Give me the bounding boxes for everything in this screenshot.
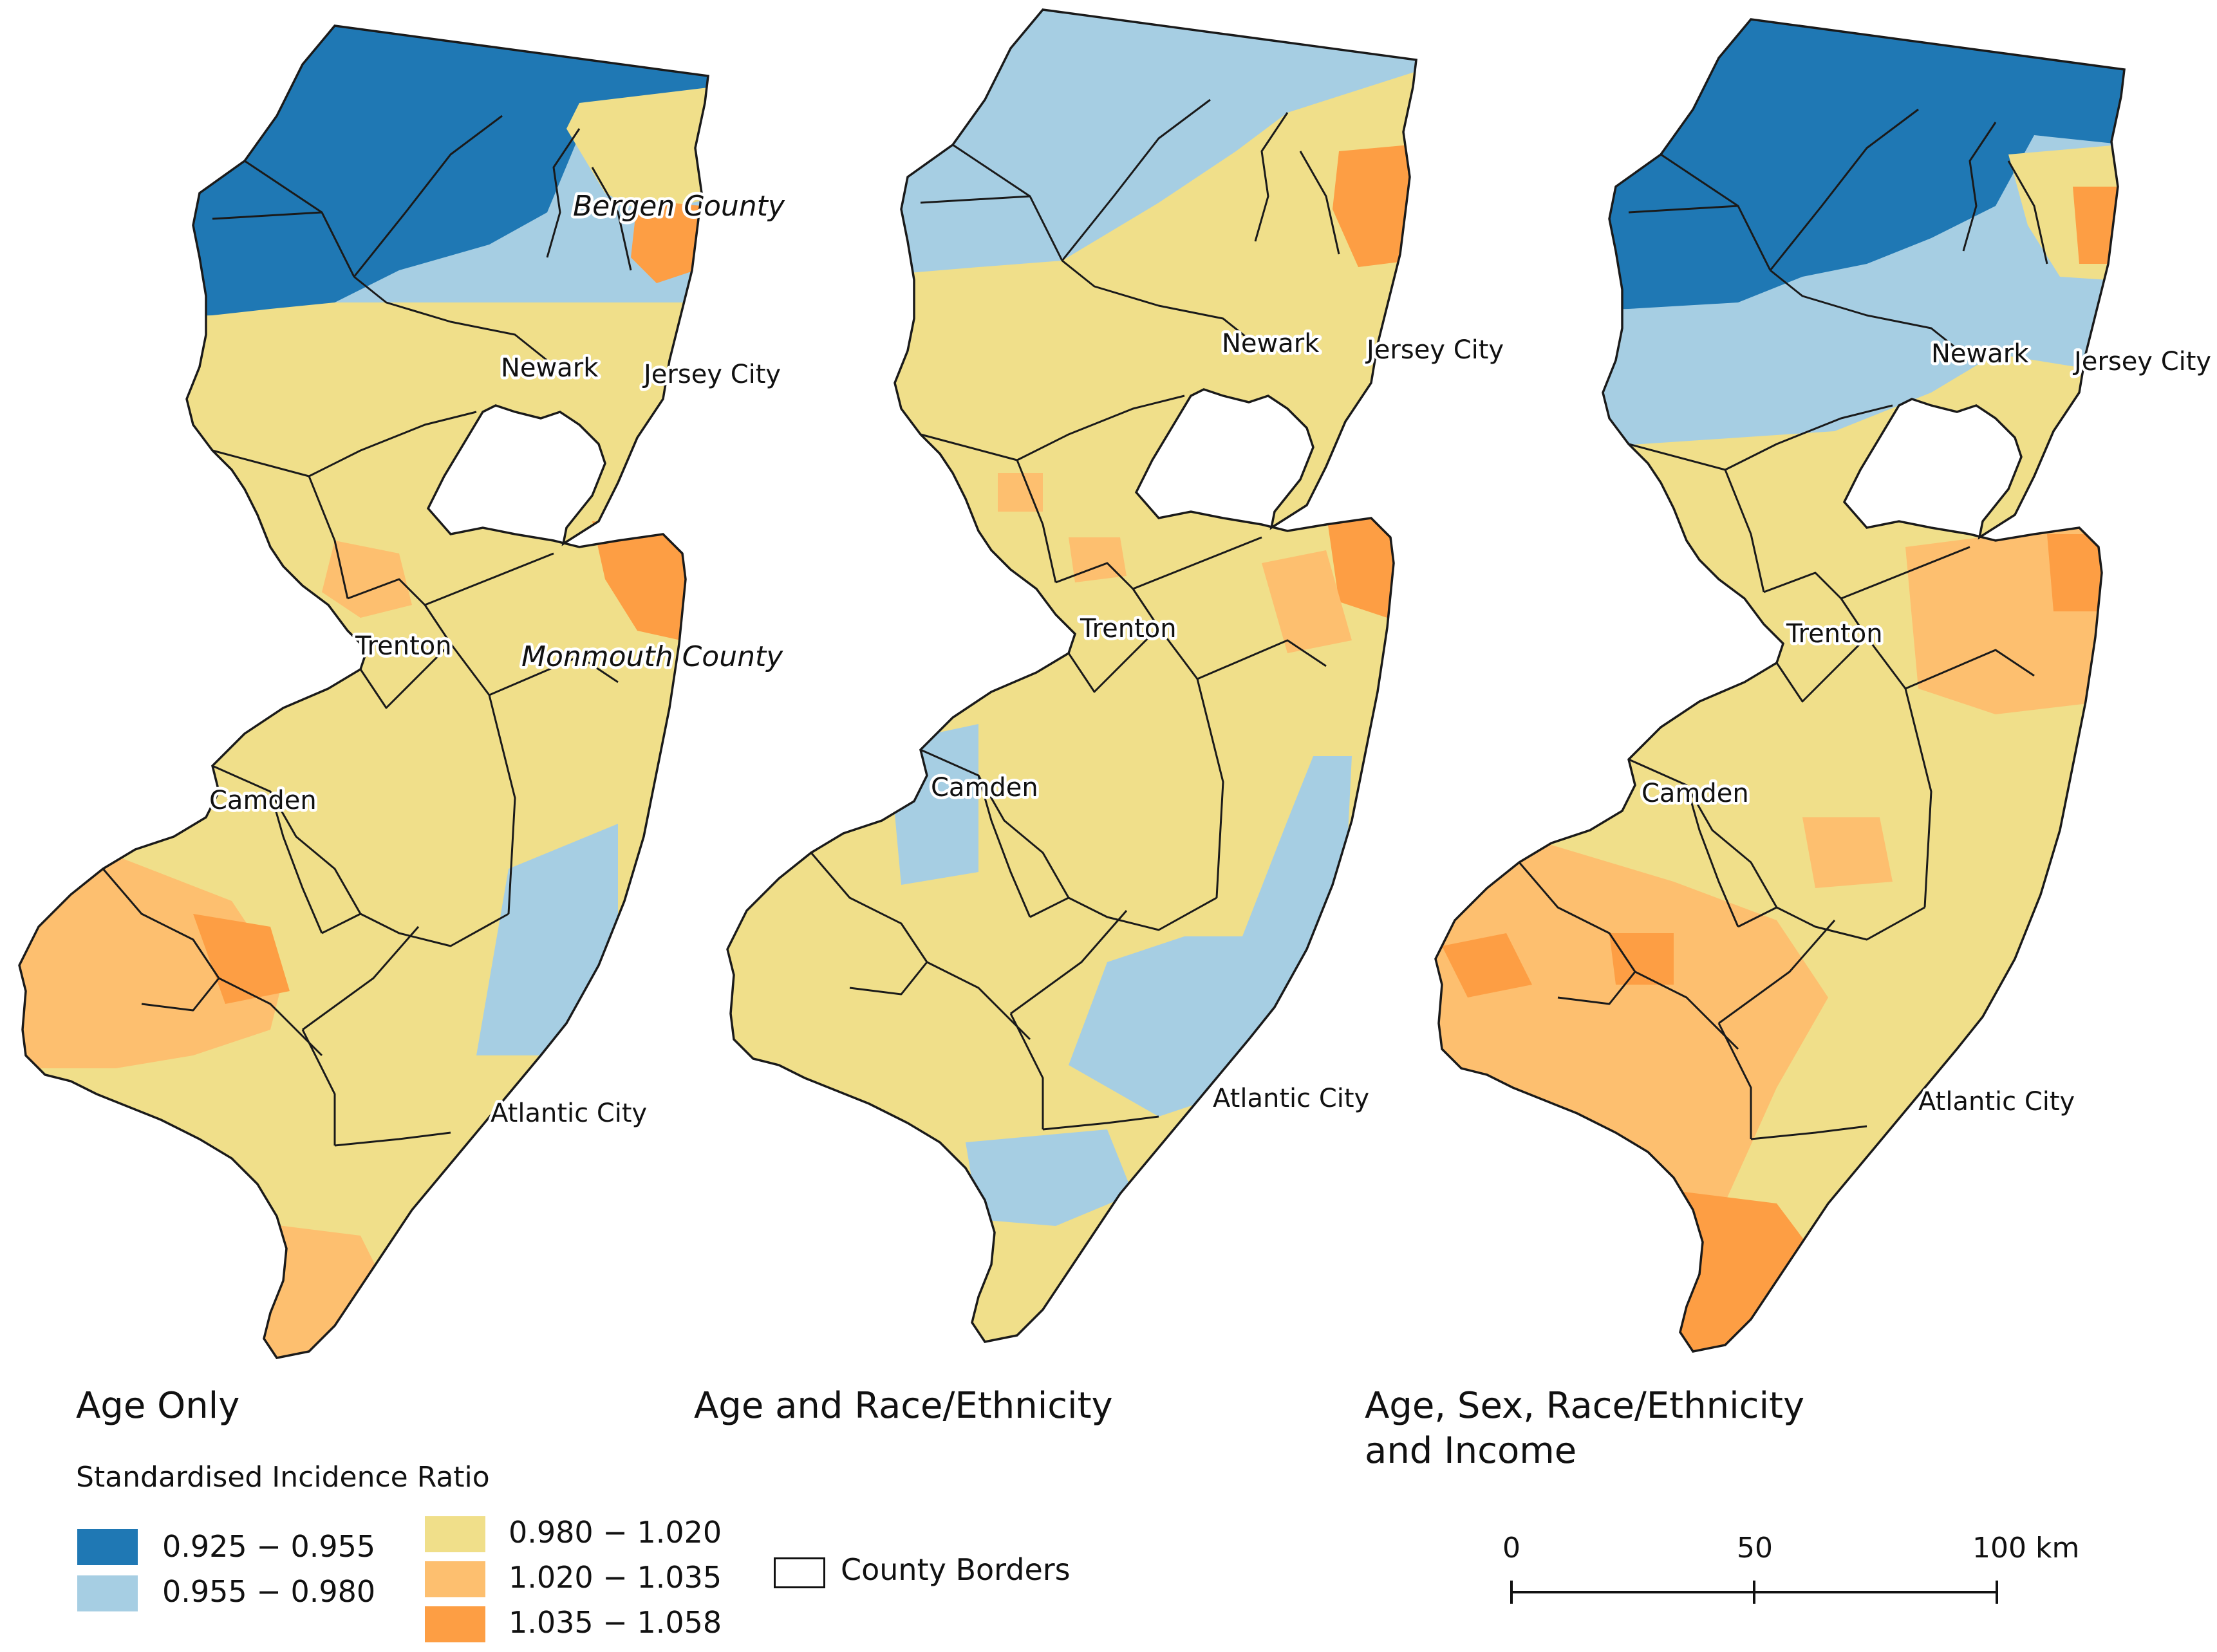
legend-swatch-2 (77, 1575, 138, 1611)
region-fill-trenton (1069, 537, 1127, 582)
legend-swatch-4 (425, 1561, 485, 1597)
title-age-race: Age and Race/Ethnicity (694, 1385, 1113, 1427)
label-trenton: Trenton (355, 631, 452, 661)
legend-label-3: 0.980 − 1.020 (509, 1515, 722, 1550)
legend-county-border-label: County Borders (841, 1552, 1071, 1587)
label-monmouth-county: Monmouth County (521, 640, 783, 673)
label-newark: Newark (1222, 329, 1320, 358)
label-trenton: Trenton (1786, 619, 1883, 649)
legend-label-2: 0.955 − 0.980 (162, 1574, 376, 1609)
legend-title: Standardised Incidence Ratio (76, 1461, 490, 1494)
legend-swatch-1 (77, 1529, 138, 1565)
region-fill-hunterdon (998, 473, 1043, 512)
map-age-only: Bergen County Monmouth County Newark Jer… (18, 24, 788, 1359)
label-jersey-city: Jersey City (642, 360, 781, 389)
region-fill-monmouth-mid (1262, 550, 1352, 653)
legend-swatch-3 (425, 1516, 485, 1552)
label-newark: Newark (501, 353, 599, 383)
region-fill-camden (888, 724, 978, 885)
region-fill-monmouth (1326, 512, 1397, 621)
region-fill-bergen (566, 84, 708, 212)
map-age-race: Newark Jersey City Trenton Camden Atlant… (726, 8, 1507, 1343)
region-fill-monmouth (592, 521, 695, 644)
region-fill-bergen-high (631, 200, 702, 283)
title-age-only: Age Only (76, 1385, 240, 1427)
region-fill-trenton (322, 541, 412, 618)
region-fill-gloucester-high (1609, 933, 1674, 985)
region-fill-salem-high (1442, 933, 1532, 998)
legend-label-5: 1.035 − 1.058 (509, 1605, 722, 1640)
label-atlantic-city: Atlantic City (491, 1099, 647, 1128)
label-camden: Camden (1642, 779, 1749, 808)
label-atlantic-city: Atlantic City (1213, 1084, 1369, 1113)
label-camden: Camden (209, 786, 317, 815)
region-fill-southwest (19, 856, 283, 1068)
region-fill-south (966, 1129, 1133, 1226)
label-atlantic-city: Atlantic City (1918, 1087, 2075, 1117)
region-fill-bergen-high (1333, 145, 1410, 267)
label-jersey-city: Jersey City (2072, 347, 2211, 376)
scale-bar (1510, 1581, 1998, 1604)
label-bergen-county: Bergen County (573, 190, 785, 223)
scale-label-0: 0 (1502, 1532, 1520, 1564)
legend-label-4: 1.020 − 1.035 (509, 1560, 722, 1595)
label-newark: Newark (1931, 339, 2029, 369)
scale-label-100: 100 km (1972, 1532, 2080, 1564)
region-fill-burlington (1802, 817, 1893, 888)
legend-label-1: 0.925 − 0.955 (162, 1529, 376, 1564)
region-fill-monmouth-high (2047, 534, 2105, 611)
legend-county-border-swatch (774, 1557, 825, 1588)
legend-swatch-5 (425, 1606, 485, 1642)
scale-label-50: 50 (1737, 1532, 1773, 1564)
label-camden: Camden (931, 773, 1038, 803)
label-jersey-city: Jersey City (1365, 335, 1504, 365)
label-trenton: Trenton (1080, 614, 1177, 644)
map-age-sex-race-income: Newark Jersey City Trenton Camden Atlant… (1434, 18, 2214, 1353)
title-age-sex-race-income: Age, Sex, Race/Ethnicity and Income (1365, 1385, 1805, 1472)
